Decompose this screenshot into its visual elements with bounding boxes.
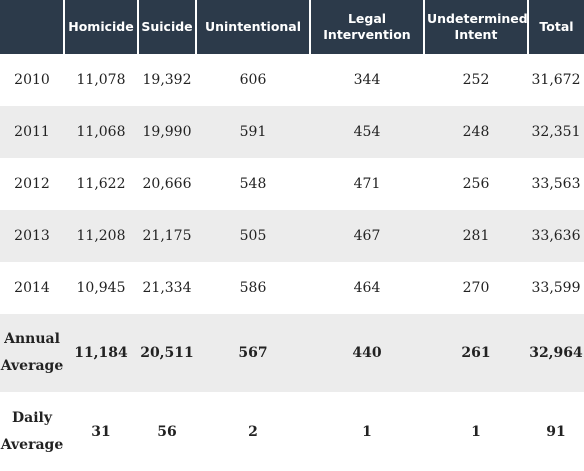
- cell-suicide: 56: [138, 392, 196, 471]
- table-row: 2011 11,068 19,990 591 454 248 32,351: [0, 106, 584, 158]
- cell-total: 33,563: [531, 176, 581, 192]
- cell-legal-intervention: 471: [353, 176, 381, 192]
- cell-undetermined-intent: 256: [462, 176, 490, 192]
- cell-suicide: 21,175: [138, 210, 196, 262]
- cell-unintentional: 505: [196, 210, 310, 262]
- cell-total: 33,599: [531, 280, 581, 296]
- cell-undetermined-intent: 1: [424, 392, 528, 471]
- cell-total: 33,636: [528, 210, 584, 262]
- cell-unintentional: 567: [196, 314, 310, 392]
- row-label: Annual Average: [0, 314, 64, 392]
- cell-total: 91: [528, 392, 584, 471]
- row-label: 2013: [0, 210, 64, 262]
- cell-homicide: 10,945: [76, 280, 126, 296]
- header-cell-legal-intervention: Legal Intervention: [310, 0, 425, 54]
- header-row: Homicide Suicide Unintentional Legal Int…: [0, 0, 584, 54]
- table-row: 2012 11,622 20,666 548 471 256 33,563: [0, 158, 584, 210]
- cell-undetermined-intent: 281: [424, 210, 528, 262]
- cell-suicide: 20,511: [138, 314, 196, 392]
- cell-suicide: 21,334: [142, 280, 192, 296]
- header-cell-suicide: Suicide: [138, 0, 197, 54]
- table-row: 2010 11,078 19,392 606 344 252 31,672: [0, 54, 584, 106]
- row-label: 2010: [14, 72, 50, 88]
- daily-average-row: Daily Average 31 56 2 1 1 91: [0, 392, 584, 471]
- header-cell-total: Total: [528, 0, 584, 54]
- cell-legal-intervention: 464: [353, 280, 381, 296]
- cell-total: 32,351: [528, 106, 584, 158]
- row-label: 2014: [14, 280, 50, 296]
- cell-undetermined-intent: 270: [462, 280, 490, 296]
- cell-homicide: 11,622: [76, 176, 126, 192]
- cell-unintentional: 591: [196, 106, 310, 158]
- table-row: 2014 10,945 21,334 586 464 270 33,599: [0, 262, 584, 314]
- annual-average-row: Annual Average 11,184 20,511 567 440 261…: [0, 314, 584, 392]
- cell-legal-intervention: 454: [310, 106, 424, 158]
- cell-undetermined-intent: 252: [462, 72, 490, 88]
- cell-undetermined-intent: 248: [424, 106, 528, 158]
- cell-unintentional: 586: [239, 280, 267, 296]
- cell-homicide: 11,208: [64, 210, 138, 262]
- cell-suicide: 19,392: [142, 72, 192, 88]
- cell-total: 31,672: [531, 72, 581, 88]
- cell-homicide: 11,184: [64, 314, 138, 392]
- header-cell-year: [0, 0, 65, 54]
- row-label: 2011: [0, 106, 64, 158]
- cell-legal-intervention: 344: [353, 72, 381, 88]
- cell-unintentional: 606: [239, 72, 267, 88]
- cell-legal-intervention: 440: [310, 314, 424, 392]
- cell-legal-intervention: 1: [310, 392, 424, 471]
- header-cell-homicide: Homicide: [64, 0, 139, 54]
- header-cell-unintentional: Unintentional: [196, 0, 311, 54]
- cell-unintentional: 548: [239, 176, 267, 192]
- cell-legal-intervention: 467: [310, 210, 424, 262]
- cell-undetermined-intent: 261: [424, 314, 528, 392]
- cell-homicide: 31: [64, 392, 138, 471]
- cell-suicide: 20,666: [142, 176, 192, 192]
- header-cell-undetermined-intent: Undetermined Intent: [424, 0, 529, 54]
- cell-suicide: 19,990: [138, 106, 196, 158]
- cell-total: 32,964: [528, 314, 584, 392]
- row-label: 2012: [14, 176, 50, 192]
- cell-homicide: 11,068: [64, 106, 138, 158]
- table-row: 2013 11,208 21,175 505 467 281 33,636: [0, 210, 584, 262]
- row-label: Daily Average: [0, 392, 64, 471]
- cell-unintentional: 2: [196, 392, 310, 471]
- cell-homicide: 11,078: [76, 72, 126, 88]
